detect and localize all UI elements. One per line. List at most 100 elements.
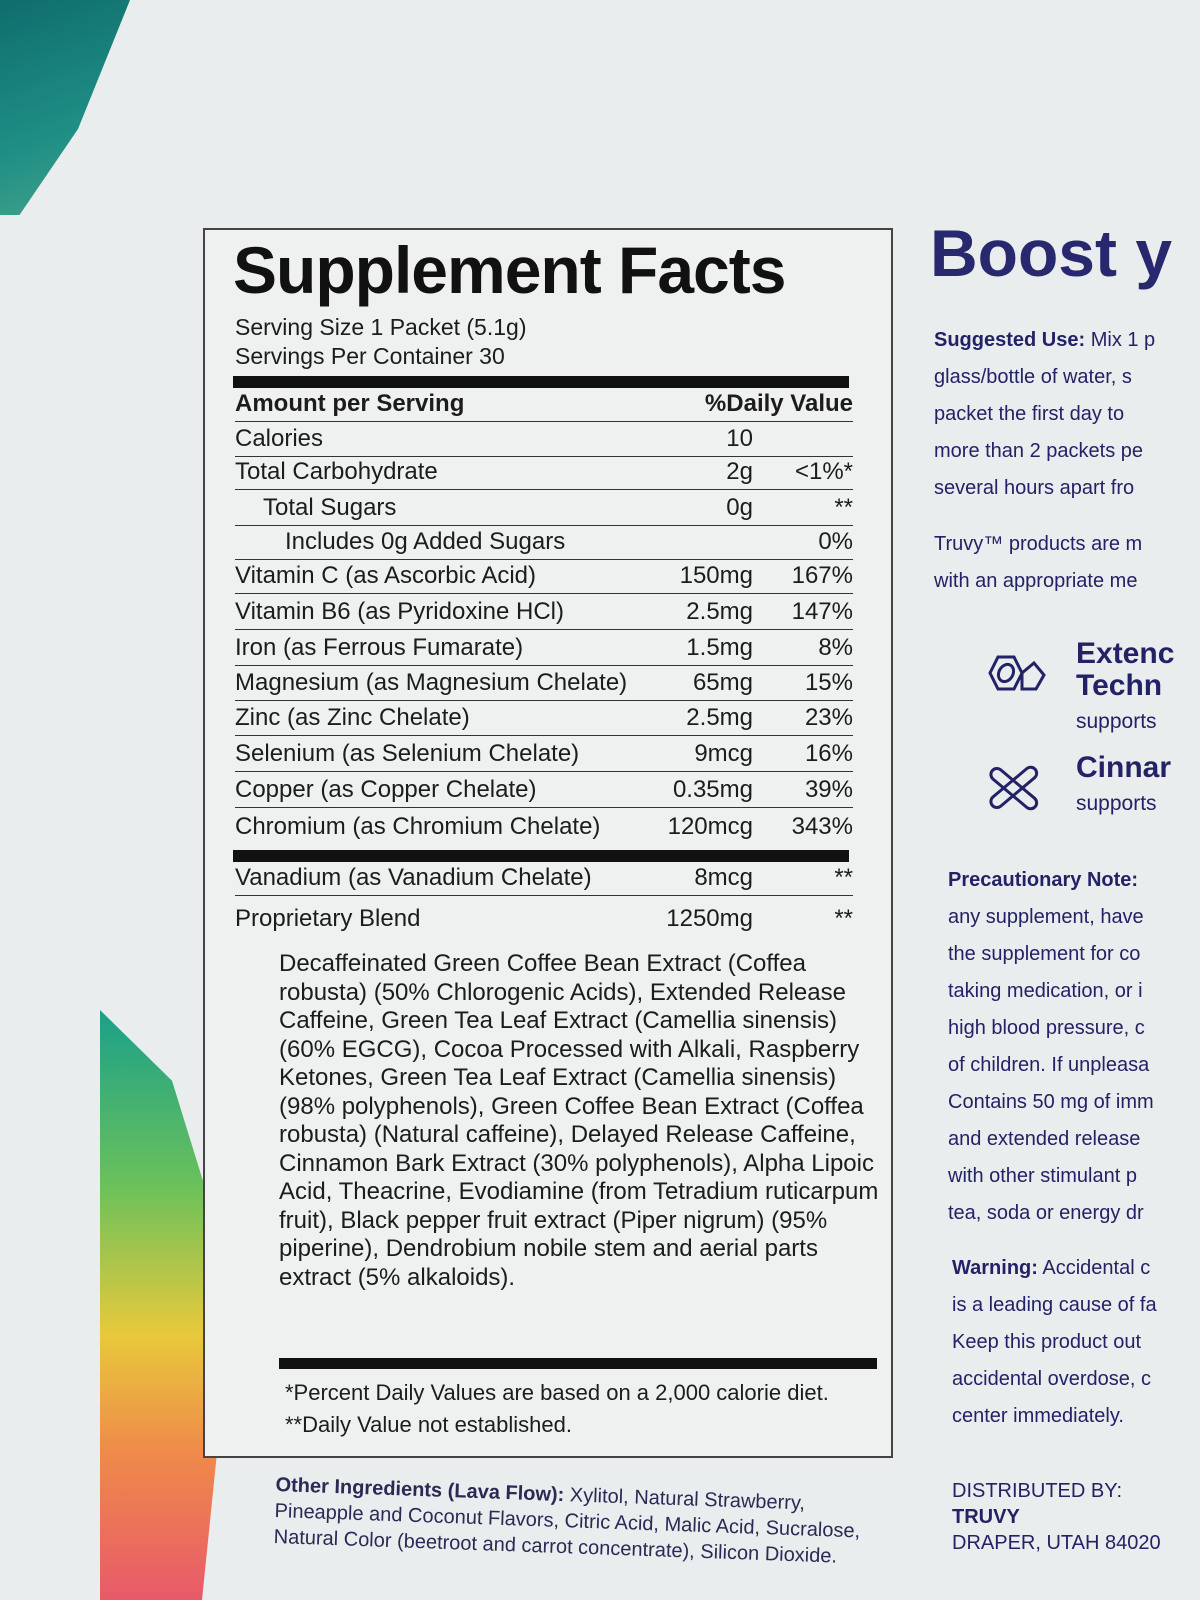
nutrient-dv: ** (834, 864, 853, 891)
text-line: with an appropriate me (934, 570, 1138, 592)
text-line: Contains 50 mg of imm (948, 1091, 1154, 1113)
distributor: DISTRIBUTED BY: TRUVY DRAPER, UTAH 84020 (952, 1478, 1161, 1556)
nutrient-row: Magnesium (as Magnesium Chelate) 65mg 15% (235, 667, 853, 701)
nutrient-name: Magnesium (as Magnesium Chelate) (235, 669, 628, 696)
divider-thick (279, 1358, 877, 1369)
text-line: Extenc (1076, 637, 1175, 670)
caffeine-molecule-icon (988, 655, 1046, 691)
nutrient-amount: 65mg (692, 669, 753, 696)
text-line: more than 2 packets pe (934, 440, 1144, 462)
nutrient-name: Vitamin B6 (as Pyridoxine HCl) (235, 598, 565, 625)
nutrient-dv: <1%* (794, 458, 853, 485)
nutrient-row: Calories 10 (235, 423, 853, 457)
nutrient-name: Copper (as Copper Chelate) (235, 776, 537, 803)
suggested-use-label: Suggested Use: (934, 329, 1086, 351)
precaution-label: Precautionary Note: (948, 869, 1139, 891)
brand-name: TRUVY (952, 1506, 1020, 1528)
nutrient-row: Iron (as Ferrous Fumarate) 1.5mg 8% (235, 632, 853, 666)
feature-cinnamon-sub: supports (1076, 792, 1157, 815)
footnote-not-established: **Daily Value not established. (285, 1412, 572, 1437)
nutrient-name: Total Carbohydrate (235, 458, 438, 485)
serving-size: Serving Size 1 Packet (5.1g) (235, 314, 527, 340)
nutrient-row: Includes 0g Added Sugars 0% (235, 526, 853, 560)
nutrient-name: Vanadium (as Vanadium Chelate) (235, 864, 592, 891)
nutrient-name: Iron (as Ferrous Fumarate) (235, 634, 524, 661)
text-line: several hours apart fro (934, 477, 1135, 499)
nutrient-row: Total Sugars 0g ** (235, 492, 853, 526)
nutrient-amount: 1.5mg (686, 634, 753, 661)
text-line: taking medication, or i (948, 980, 1143, 1002)
truvy-note: Truvy™ products are m with an appropriate… (934, 526, 1142, 600)
dv-header: %Daily Value (704, 390, 853, 417)
nutrient-dv: 167% (791, 562, 853, 589)
text-line: with other stimulant p (948, 1165, 1137, 1187)
feature-extended-title: Extenc Techn (1076, 638, 1174, 702)
nutrient-row: Vitamin B6 (as Pyridoxine HCl) 2.5mg 147% (235, 596, 853, 630)
nutrient-dv: ** (834, 494, 853, 521)
nutrient-name: Includes 0g Added Sugars (285, 528, 566, 555)
text-line: high blood pressure, c (948, 1017, 1145, 1039)
nutrient-name: Total Sugars (263, 494, 397, 521)
nutrient-dv: 39% (804, 776, 853, 803)
warning: Warning: Accidental c is a leading cause … (952, 1250, 1157, 1435)
text-line: any supplement, have (948, 906, 1144, 928)
nutrient-row: Vanadium (as Vanadium Chelate) 8mcg ** (235, 862, 853, 896)
nutrient-amount: 9mcg (694, 740, 753, 767)
nutrient-dv: ** (834, 905, 853, 932)
text-line: Keep this product out (952, 1331, 1142, 1353)
packaging-graphic-teal (0, 0, 130, 215)
nutrient-dv: 16% (804, 740, 853, 767)
nutrient-row: Vitamin C (as Ascorbic Acid) 150mg 167% (235, 560, 853, 594)
text-line: Mix 1 p (1090, 329, 1156, 351)
address: DRAPER, UTAH 84020 (952, 1532, 1161, 1554)
nutrient-amount: 2.5mg (686, 598, 753, 625)
nutrient-dv: 8% (818, 634, 853, 661)
nutrient-dv: 147% (791, 598, 853, 625)
servings-per-container: Servings Per Container 30 (235, 343, 505, 369)
nutrient-amount: 0.35mg (672, 776, 753, 803)
warning-label: Warning: (952, 1257, 1038, 1279)
feature-extended-sub: supports (1076, 710, 1157, 733)
precautionary-note: Precautionary Note: any supplement, have t… (948, 862, 1154, 1232)
other-ingredients: Other Ingredients (Lava Flow): Xylitol, … (273, 1472, 875, 1571)
text-line: the supplement for co (948, 943, 1141, 965)
right-info-column: Boost y Suggested Use: Mix 1 p glass/bott… (930, 0, 1200, 1600)
cinnamon-sticks-icon (989, 765, 1039, 811)
nutrient-dv: 0% (818, 528, 853, 555)
nutrient-amount: 120mcg (667, 813, 753, 840)
text-line: tea, soda or energy dr (948, 1202, 1144, 1224)
nutrient-row: Chromium (as Chromium Chelate) 120mcg 343% (235, 810, 853, 844)
nutrient-amount: 2.5mg (686, 704, 753, 731)
amount-header: Amount per Serving (235, 390, 465, 417)
packaging-graphic-rainbow (100, 1010, 220, 1600)
nutrient-name: Proprietary Blend (235, 905, 421, 932)
supplement-facts-panel: Supplement Facts Serving Size 1 Packet (… (203, 228, 893, 1458)
nutrient-dv: 15% (804, 669, 853, 696)
nutrient-name: Chromium (as Chromium Chelate) (235, 813, 601, 840)
nutrient-row: Proprietary Blend 1250mg ** (235, 902, 853, 936)
divider-thick (233, 850, 849, 862)
text-line: accidental overdose, c (952, 1368, 1152, 1390)
nutrient-name: Vitamin C (as Ascorbic Acid) (235, 562, 536, 589)
nutrient-amount: 8mcg (694, 864, 753, 891)
nutrient-row: Selenium (as Selenium Chelate) 9mcg 16% (235, 738, 853, 772)
text-line: Techn (1076, 669, 1163, 702)
text-line: glass/bottle of water, s (934, 366, 1132, 388)
distributed-by: DISTRIBUTED BY: (952, 1480, 1123, 1502)
suggested-use: Suggested Use: Mix 1 p glass/bottle of wa… (934, 322, 1155, 507)
nutrient-row: Copper (as Copper Chelate) 0.35mg 39% (235, 774, 853, 808)
nutrient-amount: 150mg (679, 562, 753, 589)
nutrient-amount: 2g (726, 458, 753, 485)
text-line: is a leading cause of fa (952, 1294, 1157, 1316)
text-line: and extended release (948, 1128, 1141, 1150)
nutrient-name: Calories (235, 425, 324, 452)
nutrient-name: Selenium (as Selenium Chelate) (235, 740, 580, 767)
proprietary-blend-ingredients: Decaffeinated Green Coffee Bean Extract … (279, 950, 879, 1291)
text-line: center immediately. (952, 1405, 1124, 1427)
nutrient-amount: 1250mg (666, 905, 753, 932)
text-line: of children. If unpleasa (948, 1054, 1150, 1076)
nutrient-dv: 23% (804, 704, 853, 731)
text-line: Accidental c (1042, 1257, 1151, 1279)
boost-heading: Boost y (930, 216, 1173, 290)
nutrient-row: Zinc (as Zinc Chelate) 2.5mg 23% (235, 702, 853, 736)
